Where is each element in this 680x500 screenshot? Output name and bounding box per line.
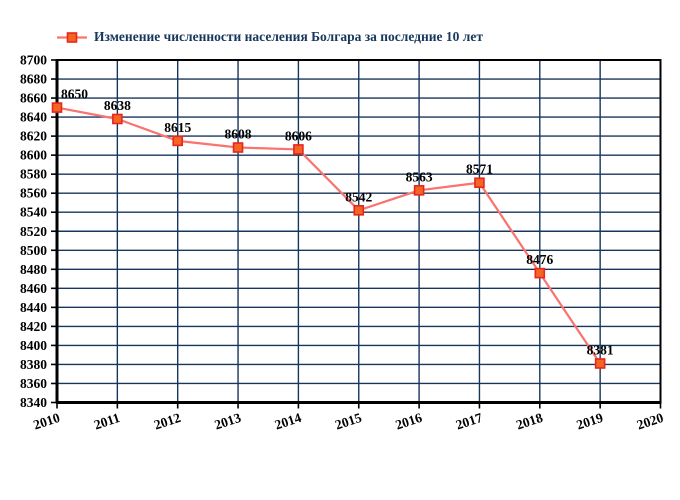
y-axis-label: 8400 (20, 338, 47, 353)
legend-square (66, 31, 78, 43)
data-point-label: 8606 (285, 128, 312, 143)
x-axis-label: 2012 (152, 410, 183, 433)
series-line (56, 106, 602, 365)
data-point-label: 8608 (225, 127, 252, 142)
y-axis-label: 8500 (20, 243, 47, 258)
data-point-marker (232, 142, 244, 153)
legend-label: Изменение численности населения Болгара … (94, 29, 483, 44)
y-axis-label: 8660 (20, 91, 47, 106)
x-axis-label: 2019 (575, 410, 606, 433)
x-axis-label: 2020 (635, 410, 666, 433)
x-axis-label: 2011 (92, 410, 122, 432)
y-axis-label: 8380 (20, 357, 47, 372)
y-axis-label: 8620 (20, 129, 47, 144)
legend: Изменение численности населения Болгара … (57, 29, 483, 45)
data-point-label: 8615 (164, 120, 191, 135)
y-axis-label: 8540 (20, 205, 47, 220)
data-point-marker (594, 358, 606, 369)
y-axis-label: 8480 (20, 262, 47, 277)
data-point-marker (474, 177, 485, 189)
x-axis-label: 2018 (514, 410, 545, 433)
legend-marker-icon (57, 31, 87, 43)
x-axis-label: 2010 (31, 410, 62, 433)
x-axis-label: 2015 (333, 410, 364, 433)
x-axis-label: 2016 (394, 410, 425, 433)
data-point-label: 8638 (104, 98, 131, 113)
data-point-marker (534, 267, 546, 279)
y-axis-label: 8580 (20, 167, 47, 182)
data-point-marker (172, 135, 183, 147)
y-axis-label: 8680 (20, 72, 47, 87)
data-point-marker (353, 205, 365, 216)
y-axis-label: 8460 (20, 281, 47, 296)
y-axis-label: 8700 (20, 53, 47, 68)
data-point-label: 8571 (466, 162, 493, 177)
y-axis-label: 8440 (20, 300, 47, 315)
y-axis-label: 8420 (20, 319, 47, 334)
data-point-label: 8381 (587, 342, 614, 357)
y-axis-label: 8360 (20, 376, 47, 391)
y-axis-label: 8340 (20, 395, 47, 410)
y-axis-label: 8640 (20, 110, 47, 125)
data-point-label: 8650 (61, 87, 88, 102)
data-point-marker (51, 102, 63, 113)
y-axis-label: 8600 (20, 148, 47, 163)
y-axis-label: 8560 (20, 186, 47, 201)
data-point-label: 8476 (526, 252, 553, 267)
data-point-marker (413, 185, 425, 196)
y-axis-label: 8520 (20, 224, 47, 239)
x-axis-label: 2013 (213, 410, 244, 433)
data-point-label: 8563 (406, 169, 433, 184)
data-point-marker (112, 113, 123, 125)
x-axis-label: 2014 (273, 410, 304, 433)
x-axis-label: 2017 (454, 410, 485, 433)
data-point-label: 8542 (345, 189, 372, 204)
data-point-marker (293, 144, 304, 155)
